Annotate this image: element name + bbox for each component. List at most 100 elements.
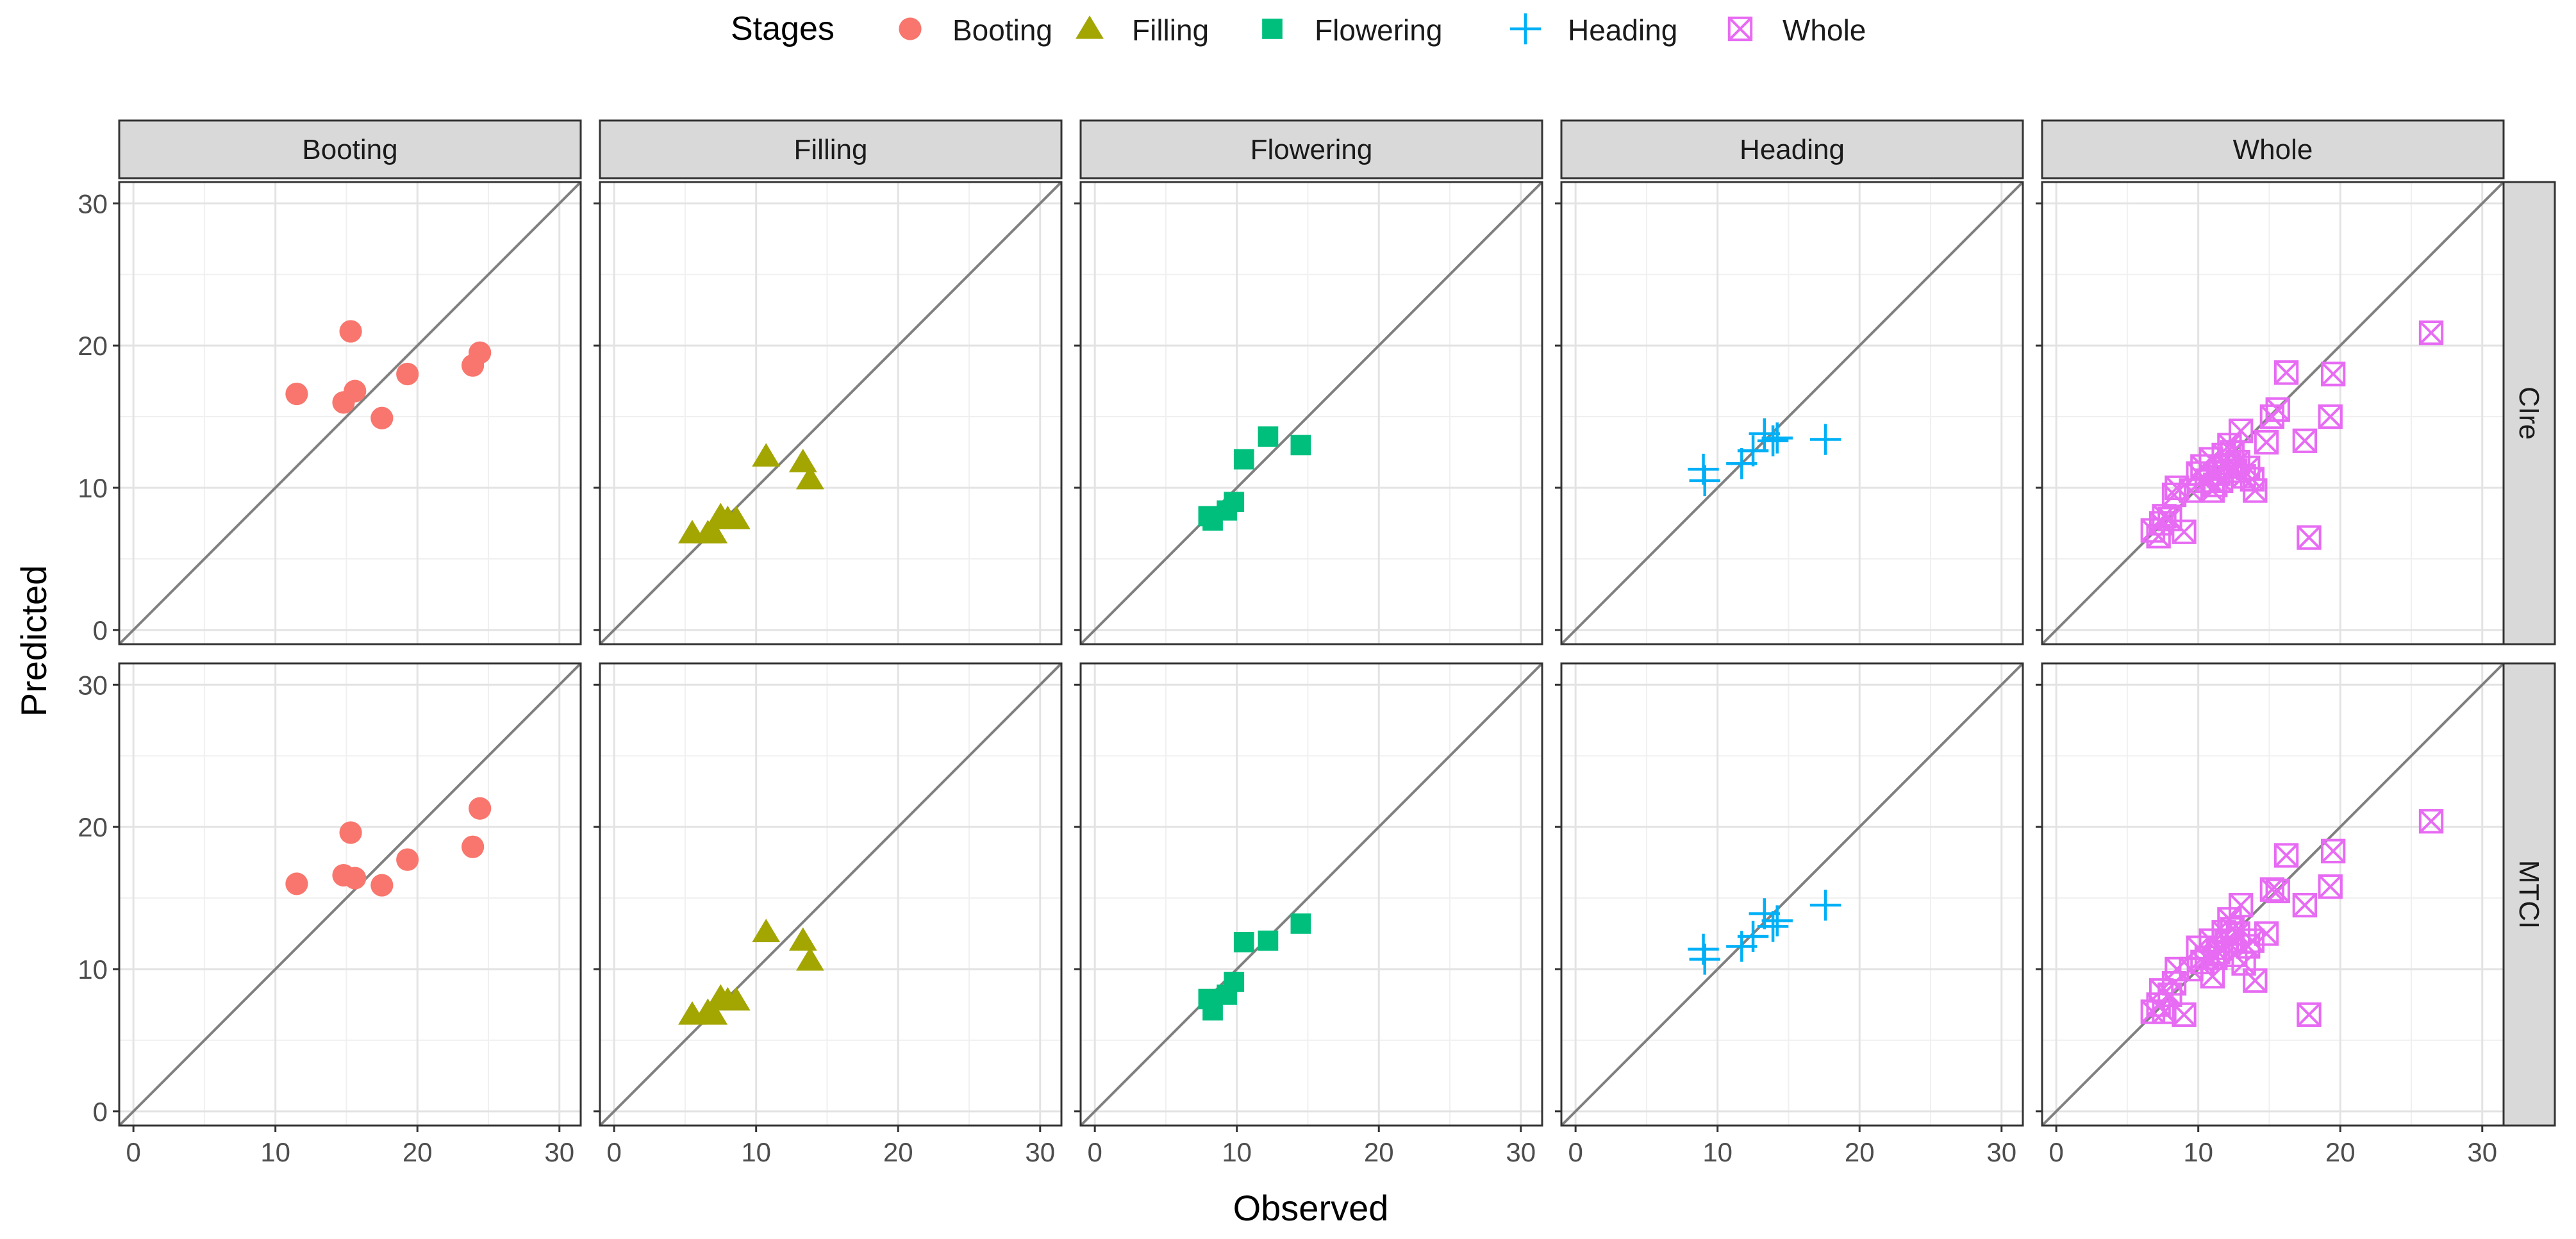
row-strip-cire: CIre (2502, 181, 2556, 645)
data-point-filling (699, 520, 728, 544)
y-tick-label: 30 (78, 670, 108, 700)
x-axis-title: Observed (1233, 1188, 1389, 1228)
data-point-flowering (1233, 449, 1254, 470)
data-point-whole (2320, 838, 2346, 863)
legend-entry-flowering: Flowering (1262, 13, 1442, 47)
x-tick-label: 20 (1845, 1137, 1875, 1167)
panel-border (599, 181, 1063, 645)
x-tick-label: 20 (883, 1137, 913, 1167)
data-point-booting (285, 872, 308, 895)
x-tick-label: 30 (544, 1137, 574, 1167)
data-point-whole (2239, 928, 2265, 953)
data-point-heading (1761, 422, 1793, 454)
legend-label-booting: Booting (952, 13, 1052, 47)
column-strip-booting: Booting (118, 119, 582, 179)
x-tick-label: 30 (2467, 1137, 2497, 1167)
data-point-whole (2292, 892, 2318, 918)
x-tick-label: 30 (1025, 1137, 1055, 1167)
series-cire-heading (1688, 418, 1841, 497)
column-strip-label-filling: Filling (794, 134, 868, 165)
column-strip-label-whole: Whole (2233, 134, 2313, 165)
y-tick-label: 20 (78, 331, 108, 361)
column-strip-filling: Filling (599, 119, 1063, 179)
legend-label-filling: Filling (1132, 13, 1209, 47)
facet-strips: Booting Filling Flowering Heading Whole CIre M… (118, 119, 2556, 1127)
data-point-filling (795, 947, 824, 971)
legend-entry-filling: Filling (1076, 13, 1209, 47)
data-point-booting (339, 821, 362, 844)
data-point-whole (2418, 809, 2444, 834)
series-mtci-flowering (1198, 913, 1311, 1021)
reference-line (1560, 662, 2024, 1127)
y-tick-label: 10 (78, 473, 108, 503)
data-point-filling (699, 1001, 728, 1025)
data-point-heading (1749, 898, 1780, 929)
panel-border (1079, 662, 1543, 1127)
data-point-whole (2259, 877, 2285, 902)
data-point-heading (1749, 418, 1780, 449)
data-point-whole (2265, 397, 2290, 422)
data-point-booting (461, 835, 485, 858)
data-point-whole (2243, 968, 2268, 993)
data-point-booting (370, 874, 394, 897)
data-point-filling (722, 505, 751, 529)
y-tick-label: 30 (78, 188, 108, 219)
panel-mtci-heading: 0 10 20 30 (1555, 662, 2024, 1167)
x-tick-label: 0 (1087, 1137, 1102, 1167)
panel-border (118, 662, 582, 1127)
data-point-booting (396, 848, 419, 871)
panel-cire-filling (594, 181, 1063, 645)
x-tick-label: 20 (403, 1137, 433, 1167)
y-axis-title: Predicted (13, 565, 54, 717)
series-cire-flowering (1198, 426, 1311, 531)
panel-border (1560, 662, 2024, 1127)
x-tick-label: 10 (1702, 1137, 1733, 1167)
panel-mtci-whole: 0 10 20 30 (2036, 662, 2505, 1167)
data-point-flowering (1258, 930, 1279, 951)
data-point-filling (752, 443, 781, 467)
data-point-heading (1809, 889, 1841, 921)
column-strip-whole: Whole (2041, 119, 2505, 179)
data-point-whole (2254, 429, 2279, 455)
legend-title: Stages (731, 10, 835, 47)
data-point-whole (2172, 519, 2197, 544)
column-strip-label-heading: Heading (1740, 134, 1845, 165)
reference-line (1079, 181, 1543, 645)
x-tick-label: 20 (2325, 1137, 2356, 1167)
panel-border (1079, 181, 1543, 645)
data-point-filling (795, 465, 824, 490)
legend-entry-whole: Whole (1727, 13, 1866, 47)
x-tick-label: 20 (1364, 1137, 1394, 1167)
series-cire-filling (678, 443, 824, 544)
data-point-booting (469, 797, 492, 820)
data-point-booting (469, 341, 492, 364)
column-strip-heading: Heading (1560, 119, 2024, 179)
panel-mtci-booting: 0 10 20 30 0 10 20 30 (78, 662, 582, 1167)
x-tick-label: 0 (606, 1137, 621, 1167)
series-cire-booting (285, 320, 492, 429)
data-point-booting (396, 362, 419, 386)
reference-line (1560, 181, 2024, 645)
legend-entry-heading: Heading (1509, 13, 1677, 47)
y-tick-label: 10 (78, 954, 108, 985)
data-point-flowering (1258, 426, 1279, 447)
x-tick-label: 30 (1506, 1137, 1536, 1167)
data-point-flowering (1224, 492, 1245, 512)
data-point-whole (2172, 1002, 2197, 1027)
data-point-whole (2228, 892, 2254, 918)
panel-cire-whole (2036, 181, 2505, 645)
column-strip-label-flowering: Flowering (1251, 134, 1373, 165)
data-point-whole (2243, 478, 2268, 503)
reference-line (118, 181, 582, 645)
legend-key-booting (899, 17, 922, 40)
series-mtci-booting (285, 797, 492, 897)
data-point-flowering (1290, 435, 1311, 456)
series-mtci-filling (678, 919, 824, 1025)
legend: Stages Booting Filling Flowering Heading Who… (731, 10, 1866, 47)
y-tick-label: 0 (93, 1097, 108, 1127)
data-point-whole (2228, 419, 2254, 444)
data-point-heading (1737, 920, 1769, 952)
x-tick-label: 10 (2183, 1137, 2213, 1167)
legend-key-heading (1509, 13, 1541, 45)
